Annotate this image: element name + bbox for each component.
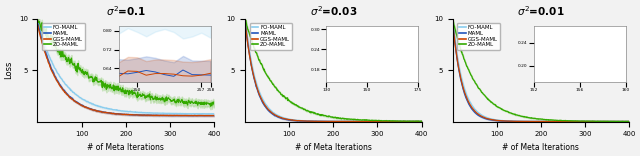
X-axis label: # of Meta Iterations: # of Meta Iterations [502,143,579,152]
X-axis label: # of Meta Iterations: # of Meta Iterations [87,143,164,152]
Title: $\sigma^2$=0.1: $\sigma^2$=0.1 [106,4,146,18]
Legend: FO-MAML, MAML, GGS-MAML, ZO-MAML: FO-MAML, MAML, GGS-MAML, ZO-MAML [42,23,84,50]
Y-axis label: Loss: Loss [4,61,13,79]
Legend: FO-MAML, MAML, GGS-MAML, ZO-MAML: FO-MAML, MAML, GGS-MAML, ZO-MAML [457,23,500,50]
Title: $\sigma^2$=0.03: $\sigma^2$=0.03 [310,4,357,18]
Legend: FO-MAML, MAML, GGS-MAML, ZO-MAML: FO-MAML, MAML, GGS-MAML, ZO-MAML [250,23,292,50]
Title: $\sigma^2$=0.01: $\sigma^2$=0.01 [517,4,564,18]
X-axis label: # of Meta Iterations: # of Meta Iterations [295,143,372,152]
